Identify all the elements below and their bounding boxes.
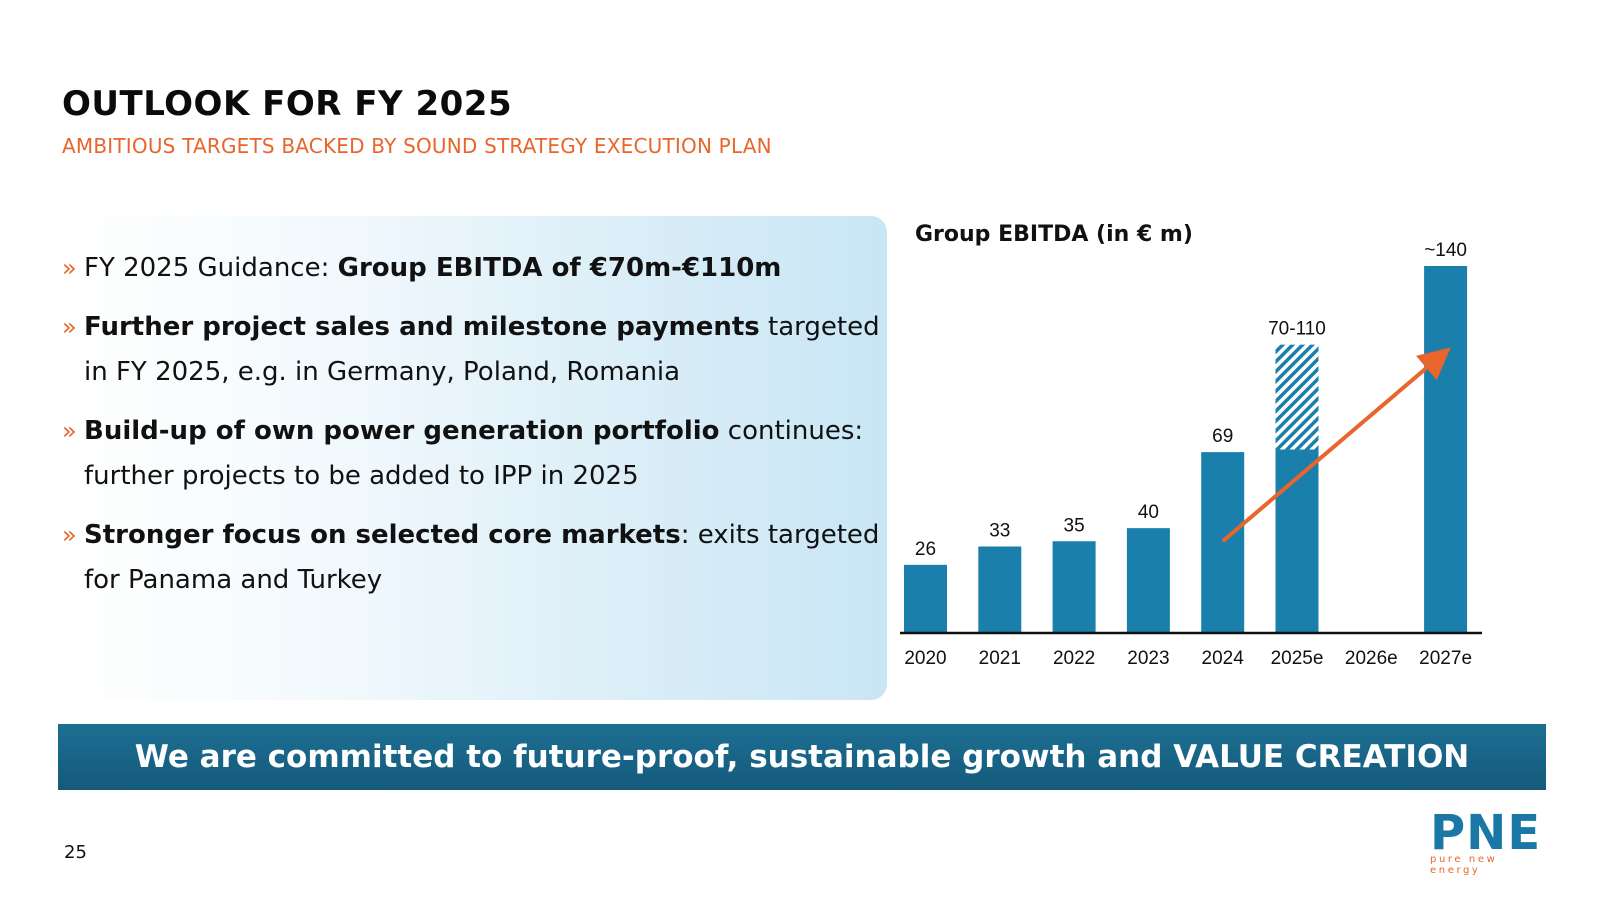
logo-tagline: pure new energy	[1430, 854, 1498, 876]
page-title: OUTLOOK FOR FY 2025	[62, 84, 513, 124]
bar-2023	[1126, 528, 1170, 633]
bullet-text: Build-up of own power generation portfol…	[84, 416, 864, 491]
tick-label-2026e: 2026e	[1345, 648, 1398, 669]
bullet-item-2: » Further project sales and milestone pay…	[62, 305, 882, 395]
tick-label-2025e: 2025e	[1271, 648, 1324, 669]
bullet-marker: »	[62, 254, 77, 282]
tick-label-2021: 2021	[979, 648, 1021, 669]
data-label-2022: 35	[1064, 515, 1085, 536]
bar-2024	[1201, 452, 1245, 633]
bar-2020	[904, 564, 947, 633]
data-label-2023: 40	[1138, 502, 1159, 523]
data-label-2021: 33	[989, 520, 1010, 541]
data-label-2020: 26	[915, 539, 936, 560]
pne-logo: PNE pure new energy	[1430, 805, 1552, 876]
data-label-2027e: ~140	[1424, 240, 1467, 261]
logo-wordmark: PNE	[1430, 805, 1542, 861]
data-label-2024: 69	[1212, 426, 1233, 447]
commitment-banner: We are committed to future-proof, sustai…	[58, 724, 1546, 790]
tick-label-2027e: 2027e	[1419, 648, 1472, 669]
page-subtitle: AMBITIOUS TARGETS BACKED BY SOUND STRATE…	[62, 134, 772, 158]
bullet-item-1: » FY 2025 Guidance: Group EBITDA of €70m-…	[62, 246, 882, 291]
bullet-item-4: » Stronger focus on selected core markets…	[62, 513, 882, 603]
bar-2022	[1052, 541, 1096, 633]
bar-2021	[978, 546, 1022, 633]
bullet-text: FY 2025 Guidance: Group EBITDA of €70m-€…	[84, 253, 782, 283]
bullet-text: Further project sales and milestone paym…	[84, 312, 880, 387]
bullet-item-3: » Build-up of own power generation portfo…	[62, 409, 882, 499]
page-number: 25	[64, 842, 87, 863]
chart-title: Group EBITDA (in € m)	[915, 222, 1193, 247]
bullet-list: » FY 2025 Guidance: Group EBITDA of €70m-…	[62, 246, 882, 617]
tick-label-2024: 2024	[1202, 648, 1245, 669]
ebitda-bar-chart: 26 2020 33 2021 35 2022 40 2023 69 2024 70-110 2025…	[900, 240, 1482, 669]
bullet-marker: »	[62, 417, 77, 445]
data-label-2025e: 70-110	[1268, 319, 1326, 340]
bar-2027e	[1424, 266, 1468, 633]
tick-label-2022: 2022	[1053, 648, 1095, 669]
tick-label-2023: 2023	[1127, 648, 1169, 669]
tick-label-2020: 2020	[904, 648, 946, 669]
bullet-marker: »	[62, 521, 77, 549]
trend-arrow	[1221, 347, 1451, 543]
bullet-marker: »	[62, 313, 77, 341]
bullet-panel	[55, 216, 887, 700]
bullet-text: Stronger focus on selected core markets:…	[84, 520, 880, 595]
bar-range-2025e	[1275, 344, 1319, 450]
